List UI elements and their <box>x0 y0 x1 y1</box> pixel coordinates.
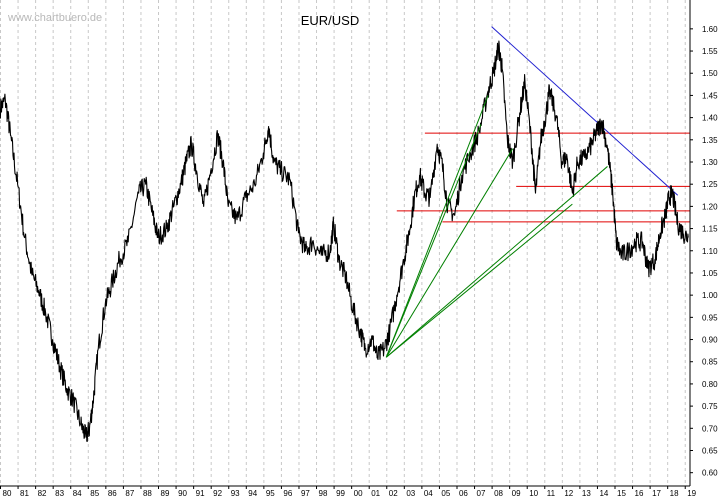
y-axis-ticks: 0.60 0.65 0.70 0.75 0.80 0.85 0.90 0.95 1.00 1.05… <box>690 25 718 478</box>
y-tick-label: 1.20 <box>702 202 718 211</box>
y-tick-label: 1.00 <box>702 291 718 300</box>
watermark-text: www.chartbuero.de <box>7 12 102 24</box>
fan-line-2 <box>385 95 489 358</box>
y-tick-label: 1.35 <box>702 136 718 145</box>
x-tick-label: 82 <box>38 489 47 498</box>
x-tick-label: 04 <box>424 489 433 498</box>
y-tick-label: 1.10 <box>702 247 718 256</box>
x-tick-label: 86 <box>108 489 117 498</box>
y-tick-label: 0.65 <box>702 446 718 455</box>
fan-line-4 <box>385 166 608 358</box>
fan-line-1 <box>385 124 482 358</box>
y-tick-label: 1.50 <box>702 69 718 78</box>
x-tick-label: 87 <box>125 489 134 498</box>
y-tick-label: 0.80 <box>702 380 718 389</box>
x-tick-label: 10 <box>529 489 538 498</box>
fan-line-5 <box>385 203 573 358</box>
y-tick-label: 0.75 <box>702 402 718 411</box>
x-tick-label: 02 <box>389 489 398 498</box>
x-tick-label: 91 <box>196 489 205 498</box>
downtrend-line <box>491 26 679 196</box>
y-tick-label: 1.45 <box>702 91 718 100</box>
price-series-line <box>0 40 689 442</box>
x-tick-label: 15 <box>617 489 626 498</box>
x-tick-label: 83 <box>55 489 64 498</box>
fan-line-3 <box>385 148 514 358</box>
x-tick-label: 05 <box>441 489 450 498</box>
x-tick-label: 95 <box>266 489 275 498</box>
x-tick-label: 85 <box>90 489 99 498</box>
x-tick-label: 96 <box>283 489 292 498</box>
x-tick-label: 94 <box>248 489 257 498</box>
x-tick-label: 01 <box>371 489 380 498</box>
y-tick-label: 0.85 <box>702 358 718 367</box>
x-tick-label: 19 <box>687 489 696 498</box>
y-tick-label: 0.70 <box>702 424 718 433</box>
x-tick-label: 88 <box>143 489 152 498</box>
x-tick-label: 81 <box>20 489 29 498</box>
x-tick-label: 13 <box>582 489 591 498</box>
x-tick-label: 80 <box>3 489 12 498</box>
x-tick-label: 14 <box>599 489 608 498</box>
y-tick-label: 1.05 <box>702 269 718 278</box>
y-tick-label: 0.95 <box>702 313 718 322</box>
x-tick-label: 93 <box>231 489 240 498</box>
x-tick-label: 89 <box>161 489 170 498</box>
x-tick-label: 18 <box>670 489 679 498</box>
x-tick-label: 00 <box>354 489 363 498</box>
y-tick-label: 0.60 <box>702 469 718 478</box>
y-tick-label: 1.55 <box>702 47 718 56</box>
x-tick-label: 06 <box>459 489 468 498</box>
x-axis-ticks: 80 81 82 83 84 85 86 87 88 89 90 91 92 93 94 95 96 97 98 99… <box>0 486 697 498</box>
x-tick-label: 09 <box>512 489 521 498</box>
x-tick-label: 99 <box>336 489 345 498</box>
y-tick-label: 1.30 <box>702 158 718 167</box>
x-tick-label: 92 <box>213 489 222 498</box>
x-tick-label: 03 <box>406 489 415 498</box>
x-tick-label: 17 <box>652 489 661 498</box>
x-tick-label: 07 <box>477 489 486 498</box>
fan-lines <box>385 95 608 358</box>
x-tick-label: 12 <box>564 489 573 498</box>
y-tick-label: 1.15 <box>702 225 718 234</box>
chart-title: EUR/USD <box>301 13 360 28</box>
y-tick-label: 1.60 <box>702 25 718 34</box>
x-tick-label: 11 <box>547 489 556 498</box>
x-tick-label: 08 <box>494 489 503 498</box>
x-tick-label: 16 <box>635 489 644 498</box>
y-tick-label: 1.40 <box>702 114 718 123</box>
x-tick-label: 90 <box>178 489 187 498</box>
x-tick-label: 84 <box>73 489 82 498</box>
x-tick-label: 97 <box>301 489 310 498</box>
y-tick-label: 1.25 <box>702 180 718 189</box>
y-tick-label: 0.90 <box>702 336 718 345</box>
x-tick-label: 98 <box>319 489 328 498</box>
